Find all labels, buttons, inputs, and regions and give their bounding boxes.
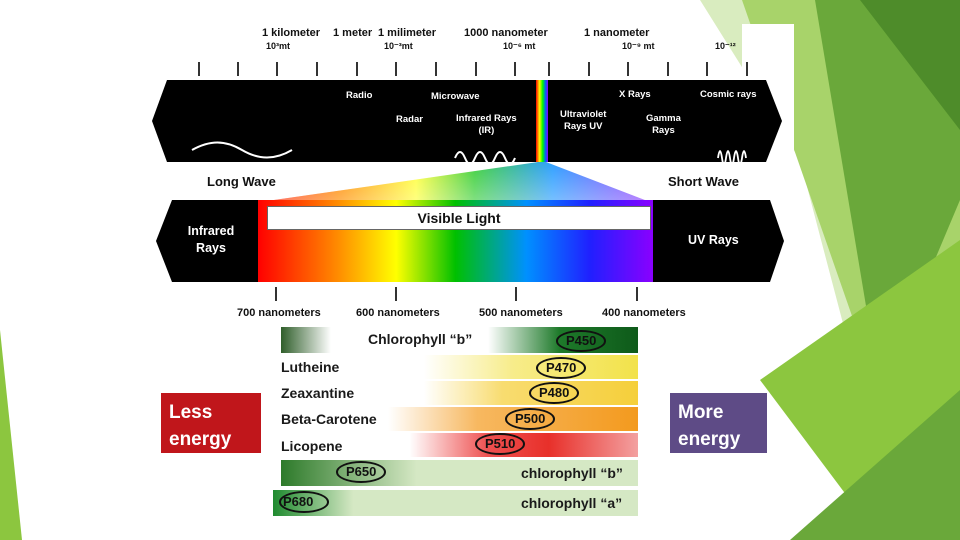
band-xrays: X Rays	[619, 89, 651, 100]
short-wave-label: Short Wave	[668, 174, 740, 189]
scale-label-kilometer: 1 kilometer	[262, 27, 321, 39]
band-infrared-abbr: (IR)	[478, 125, 495, 136]
long-wave-label: Long Wave	[207, 174, 276, 189]
band-microwave: Microwave	[431, 91, 480, 102]
scale-sub-neg12: 10⁻¹²	[715, 41, 736, 51]
pigment-name-chlorophyll-a: chlorophyll “a”	[521, 495, 623, 511]
scale-sub-neg6: 10⁻⁶ mt	[503, 41, 536, 51]
nm-tick	[275, 287, 277, 301]
scale-tick	[276, 62, 278, 76]
pigment-name-chlorophyll-b: chlorophyll “b”	[521, 465, 623, 481]
less-energy-box: Less energy	[161, 393, 261, 453]
infrared-rays-label-1: Infrared	[187, 224, 235, 238]
scale-tick	[475, 62, 477, 76]
peak-p680: P680	[279, 491, 330, 513]
scale-tick	[198, 62, 200, 76]
scale-tick	[627, 62, 629, 76]
nm-tick	[636, 287, 638, 301]
nm-label-400: 400 nanometers	[602, 307, 686, 319]
pigment-name-chlorophyll-b-top: Chlorophyll “b”	[368, 331, 473, 347]
pigment-name-beta-carotene: Beta-Carotene	[281, 411, 377, 427]
scale-sub-neg3: 10⁻³mt	[384, 41, 413, 51]
scale-sub-neg9: 10⁻⁹ mt	[622, 41, 655, 51]
pigment-name-zeaxantine: Zeaxantine	[281, 385, 355, 401]
scale-sub-3: 10³mt	[266, 41, 291, 51]
uv-rays-label: UV Rays	[688, 233, 739, 247]
scale-tick	[667, 62, 669, 76]
band-gamma-label-2: Rays	[652, 125, 675, 136]
peak-p470: P470	[536, 357, 587, 379]
pigment-row-beta-carotene	[281, 407, 638, 431]
more-energy-box: More energy	[670, 393, 767, 453]
peak-p650: P650	[336, 461, 387, 483]
pigment-row-licopene	[281, 433, 638, 457]
nm-label-500: 500 nanometers	[479, 307, 563, 319]
infrared-rays-label: Infrared Rays	[182, 223, 240, 257]
nm-tick	[515, 287, 517, 301]
band-ultraviolet-abbr: Rays UV	[563, 121, 603, 132]
scale-tick	[514, 62, 516, 76]
pigment-row-chlorophyll-a	[273, 490, 638, 516]
band-ultraviolet: Ultraviolet Rays UV	[560, 109, 606, 133]
pigment-name-licopene: Licopene	[281, 438, 343, 454]
scale-label-1000nm: 1000 nanometer	[464, 27, 548, 39]
band-infrared-label: Infrared Rays	[456, 113, 517, 124]
band-ultraviolet-label: Ultraviolet	[560, 109, 607, 120]
scale-label-milimeter: 1 milimeter	[378, 27, 437, 39]
scale-tick	[706, 62, 708, 76]
scale-tick	[746, 62, 748, 76]
band-radar: Radar	[396, 114, 423, 125]
nm-label-600: 600 nanometers	[356, 307, 440, 319]
band-gamma: Gamma Rays	[646, 113, 681, 137]
scale-tick	[237, 62, 239, 76]
peak-p500: P500	[505, 408, 556, 430]
scale-label-1nm: 1 nanometer	[584, 27, 650, 39]
scale-label-meter: 1 meter	[333, 27, 373, 39]
visible-light-box: Visible Light	[267, 206, 651, 230]
nm-tick	[395, 287, 397, 301]
scale-tick	[435, 62, 437, 76]
infrared-rays-label-2: Rays	[196, 241, 226, 255]
scale-tick	[548, 62, 550, 76]
band-cosmic: Cosmic rays	[700, 89, 757, 100]
scale-tick	[395, 62, 397, 76]
nm-label-700: 700 nanometers	[237, 307, 321, 319]
scale-tick	[356, 62, 358, 76]
band-infrared: Infrared Rays (IR)	[456, 113, 517, 137]
peak-p450: P450	[556, 330, 607, 352]
scale-tick	[316, 62, 318, 76]
scale-tick	[588, 62, 590, 76]
peak-p480: P480	[529, 382, 580, 404]
band-gamma-label: Gamma	[646, 113, 681, 124]
visible-light-title: Visible Light	[417, 210, 501, 226]
peak-p510: P510	[475, 433, 526, 455]
pigment-name-lutheine: Lutheine	[281, 359, 340, 375]
band-radio: Radio	[346, 90, 373, 101]
